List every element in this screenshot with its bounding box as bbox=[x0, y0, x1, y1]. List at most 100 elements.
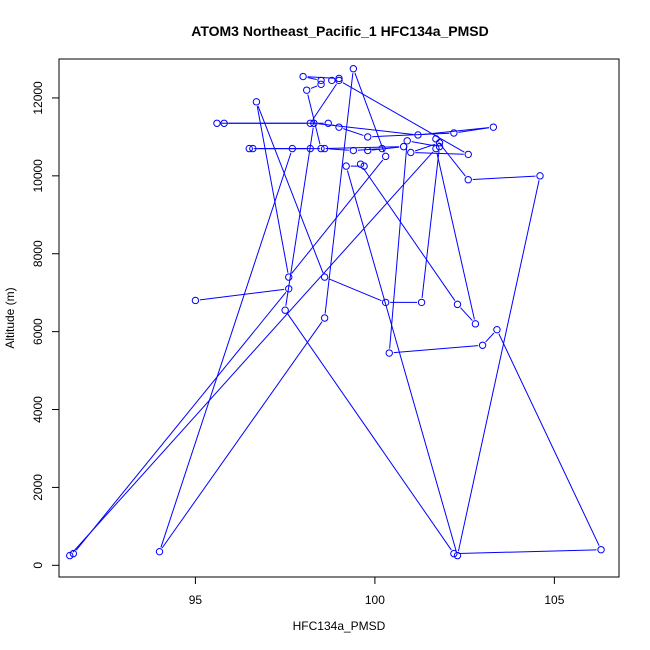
data-point bbox=[335, 74, 343, 83]
series-segment bbox=[287, 313, 452, 551]
series-segment bbox=[458, 549, 597, 555]
series-segment bbox=[457, 180, 540, 552]
data-point bbox=[489, 123, 498, 131]
data-point bbox=[381, 298, 390, 307]
data-point bbox=[288, 144, 297, 153]
series-segment bbox=[332, 124, 335, 127]
series-segment bbox=[415, 152, 464, 155]
data-point bbox=[285, 285, 293, 293]
y-tick-label: 8000 bbox=[31, 240, 45, 267]
data-point bbox=[249, 144, 257, 153]
series-segment bbox=[498, 333, 600, 546]
series-segment bbox=[458, 127, 489, 133]
series bbox=[66, 65, 605, 560]
series-segment bbox=[328, 278, 382, 302]
series-segment bbox=[485, 332, 495, 343]
x-axis-label: HFC134a_PMSD bbox=[293, 619, 386, 633]
data-point bbox=[342, 162, 350, 170]
series-segment bbox=[357, 148, 378, 151]
chart-title: ATOM3 Northeast_Pacific_1 HFC134a_PMSD bbox=[191, 23, 488, 39]
y-tick-label: 0 bbox=[31, 562, 45, 569]
y-tick-label: 4000 bbox=[31, 396, 45, 423]
series-segment bbox=[393, 345, 479, 354]
series-segment bbox=[354, 72, 385, 153]
data-point bbox=[349, 146, 358, 155]
data-point bbox=[378, 144, 386, 153]
data-point bbox=[381, 152, 390, 161]
data-point bbox=[478, 341, 487, 349]
data-point bbox=[281, 306, 289, 314]
data-point bbox=[320, 314, 329, 322]
data-point bbox=[310, 119, 318, 127]
series-segment bbox=[291, 159, 384, 274]
data-point bbox=[417, 298, 426, 307]
series-segment bbox=[161, 321, 323, 549]
data-point bbox=[335, 123, 343, 131]
data-point bbox=[360, 162, 368, 170]
series-segment bbox=[256, 106, 289, 273]
data-point bbox=[403, 137, 411, 145]
series-segment bbox=[329, 148, 349, 151]
series-segment bbox=[285, 127, 314, 306]
y-tick-label: 2000 bbox=[31, 474, 45, 501]
data-point bbox=[399, 142, 408, 151]
data-point bbox=[328, 76, 336, 85]
x-tick-label: 95 bbox=[189, 593, 203, 607]
series-segment bbox=[460, 307, 473, 321]
series-segment bbox=[310, 85, 318, 89]
x-tick-label: 100 bbox=[365, 593, 385, 607]
series-segment bbox=[421, 151, 440, 299]
x-tick-label: 105 bbox=[544, 593, 564, 607]
series-segment bbox=[307, 76, 317, 80]
data-point bbox=[597, 546, 605, 554]
series-segment bbox=[160, 152, 292, 548]
series-segment bbox=[414, 143, 436, 152]
series-segment bbox=[324, 73, 354, 314]
series-segment bbox=[307, 94, 321, 145]
series-segment bbox=[472, 175, 536, 180]
y-tick-label: 10000 bbox=[31, 159, 45, 193]
data-point bbox=[69, 549, 78, 558]
data-point bbox=[432, 144, 440, 153]
series-segment bbox=[436, 152, 475, 320]
y-axis-label: Altitude (m) bbox=[3, 287, 17, 348]
data-point bbox=[453, 551, 462, 560]
data-point bbox=[364, 146, 372, 155]
data-point bbox=[299, 72, 307, 81]
data-point bbox=[191, 296, 200, 305]
data-point bbox=[302, 86, 311, 94]
data-point bbox=[335, 76, 343, 85]
series-segment bbox=[346, 170, 457, 552]
series-segment bbox=[343, 128, 364, 136]
y-axis: 0 2000 4000 6000 8000 10000 12000 bbox=[31, 81, 60, 569]
data-point bbox=[317, 80, 325, 89]
data-point bbox=[435, 142, 444, 151]
data-point bbox=[306, 119, 314, 127]
data-point bbox=[450, 549, 458, 558]
series-segment bbox=[422, 127, 489, 135]
data-point bbox=[464, 176, 472, 184]
y-tick-label: 12000 bbox=[31, 81, 45, 115]
series-segment bbox=[72, 151, 434, 553]
data-point bbox=[317, 144, 325, 153]
data-point bbox=[493, 325, 501, 334]
series-segment bbox=[372, 132, 450, 138]
y-tick-label: 6000 bbox=[31, 318, 45, 345]
series-segment bbox=[389, 145, 408, 349]
series-segment bbox=[438, 142, 466, 177]
data-point bbox=[471, 320, 480, 328]
series-segment bbox=[342, 82, 465, 153]
data-point bbox=[324, 119, 332, 127]
data-point bbox=[385, 349, 393, 357]
data-point bbox=[252, 98, 261, 106]
data-point bbox=[464, 150, 472, 159]
x-axis: 95 100 105 bbox=[189, 576, 565, 607]
data-point bbox=[364, 133, 372, 141]
data-point bbox=[317, 76, 325, 85]
data-point bbox=[349, 65, 358, 73]
data-point bbox=[450, 129, 458, 137]
data-point bbox=[407, 148, 415, 157]
data-point bbox=[220, 119, 228, 127]
